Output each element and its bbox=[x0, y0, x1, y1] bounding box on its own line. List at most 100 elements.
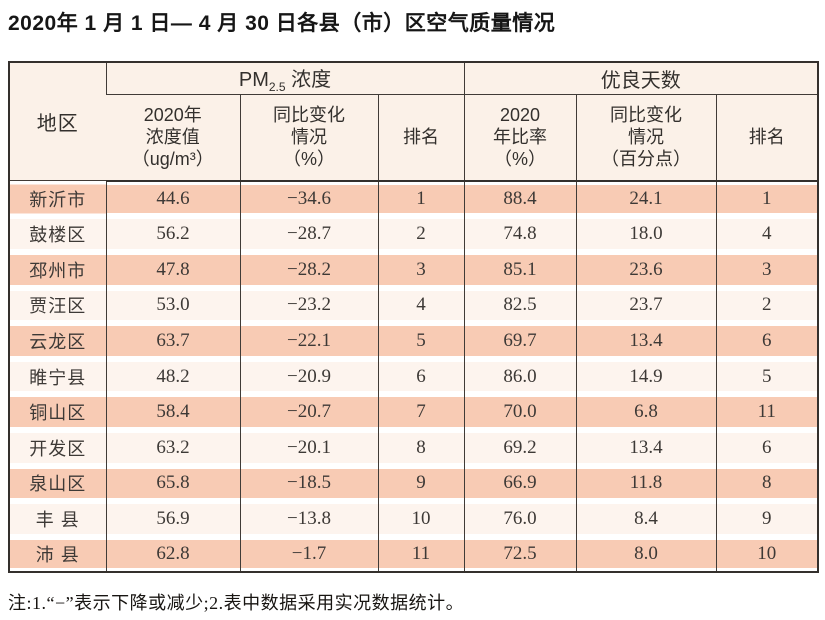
cell-pm-rank: 8 bbox=[377, 429, 465, 466]
cell-pm-change: −1.7 bbox=[239, 536, 378, 573]
cell-region: 新沂市 bbox=[9, 180, 106, 217]
page-title: 2020年 1 月 1 日— 4 月 30 日各县（市）区空气质量情况 bbox=[8, 12, 556, 35]
cell-good-change: 11.8 bbox=[575, 465, 717, 502]
cell-region: 丰 县 bbox=[9, 501, 106, 537]
cell-good-rate: 69.2 bbox=[463, 429, 577, 466]
cell-pm-value: 63.7 bbox=[105, 323, 240, 359]
table-row: 云龙区 63.7 −22.1 5 69.7 13.4 6 bbox=[9, 323, 819, 359]
cell-pm-value: 48.2 bbox=[105, 358, 240, 395]
cell-good-rate: 76.0 bbox=[463, 501, 577, 537]
cell-pm-change: −23.2 bbox=[239, 287, 378, 324]
cell-pm-rank: 2 bbox=[377, 216, 465, 252]
cell-good-rate: 86.0 bbox=[463, 358, 577, 395]
header-group-row: 地区 PM2.5 浓度 优良天数 bbox=[9, 62, 819, 182]
header-region: 地区 bbox=[9, 62, 106, 182]
cell-pm-rank: 11 bbox=[377, 536, 465, 573]
cell-pm-rank: 1 bbox=[377, 180, 465, 217]
cell-pm-value: 58.4 bbox=[105, 394, 240, 430]
cell-good-rate: 82.5 bbox=[463, 287, 577, 324]
cell-good-rate: 74.8 bbox=[463, 216, 577, 252]
cell-good-rank: 8 bbox=[715, 465, 819, 502]
cell-pm-rank: 10 bbox=[377, 501, 465, 537]
cell-pm-rank: 4 bbox=[377, 287, 465, 324]
cell-region: 沛 县 bbox=[9, 536, 106, 573]
cell-good-rank: 2 bbox=[715, 287, 819, 324]
cell-good-change: 24.1 bbox=[575, 180, 717, 217]
cell-pm-value: 44.6 bbox=[105, 180, 240, 217]
cell-good-change: 13.4 bbox=[575, 429, 717, 466]
cell-good-change: 18.0 bbox=[575, 216, 717, 252]
cell-pm-value: 47.8 bbox=[105, 251, 240, 288]
table-row: 睢宁县 48.2 −20.9 6 86.0 14.9 5 bbox=[9, 358, 819, 395]
cell-good-change: 8.4 bbox=[575, 501, 717, 537]
header-pm-rank: 排名 bbox=[377, 94, 465, 182]
cell-pm-rank: 9 bbox=[377, 465, 465, 502]
cell-region: 鼓楼区 bbox=[9, 216, 106, 252]
cell-good-rate: 72.5 bbox=[463, 536, 577, 573]
cell-pm-change: −34.6 bbox=[239, 180, 378, 217]
cell-good-change: 13.4 bbox=[575, 323, 717, 359]
cell-pm-value: 56.9 bbox=[105, 501, 240, 537]
cell-pm-change: −28.2 bbox=[239, 251, 378, 288]
table-row: 邳州市 47.8 −28.2 3 85.1 23.6 3 bbox=[9, 251, 819, 288]
cell-region: 开发区 bbox=[9, 429, 106, 466]
cell-pm-change: −28.7 bbox=[239, 216, 378, 252]
cell-pm-rank: 5 bbox=[377, 323, 465, 359]
cell-region: 云龙区 bbox=[9, 323, 106, 359]
cell-pm-change: −18.5 bbox=[239, 465, 378, 502]
cell-good-rank: 3 bbox=[715, 251, 819, 288]
table-body: 新沂市 44.6 −34.6 1 88.4 24.1 1 鼓楼区 56.2 −2… bbox=[9, 180, 819, 573]
cell-pm-change: −22.1 bbox=[239, 323, 378, 359]
table-header: 地区 PM2.5 浓度 优良天数 2020年 浓度值 （ug/m³） 同比变化 … bbox=[9, 62, 819, 182]
header-pm25-group: PM2.5 浓度 bbox=[105, 62, 465, 96]
cell-region: 睢宁县 bbox=[9, 358, 106, 395]
table-row: 开发区 63.2 −20.1 8 69.2 13.4 6 bbox=[9, 429, 819, 466]
cell-region: 泉山区 bbox=[9, 465, 106, 502]
cell-pm-value: 62.8 bbox=[105, 536, 240, 573]
pm25-label-suffix: 浓度 bbox=[285, 69, 332, 92]
cell-good-rate: 85.1 bbox=[463, 251, 577, 288]
cell-good-rank: 11 bbox=[715, 394, 819, 430]
header-good-rate: 2020 年比率 （%） bbox=[463, 94, 577, 182]
cell-good-change: 6.8 bbox=[575, 394, 717, 430]
header-good-rank: 排名 bbox=[715, 94, 819, 182]
cell-good-rank: 1 bbox=[715, 180, 819, 217]
table-row: 鼓楼区 56.2 −28.7 2 74.8 18.0 4 bbox=[9, 216, 819, 252]
cell-good-rate: 66.9 bbox=[463, 465, 577, 502]
cell-good-change: 14.9 bbox=[575, 358, 717, 395]
table-row: 贾汪区 53.0 −23.2 4 82.5 23.7 2 bbox=[9, 287, 819, 324]
cell-pm-value: 53.0 bbox=[105, 287, 240, 324]
cell-good-rank: 5 bbox=[715, 358, 819, 395]
cell-pm-rank: 7 bbox=[377, 394, 465, 430]
air-quality-table: 地区 PM2.5 浓度 优良天数 2020年 浓度值 （ug/m³） 同比变化 … bbox=[8, 61, 820, 574]
header-sub-row: 2020年 浓度值 （ug/m³） 同比变化 情况 （%） 排名 2020 年比… bbox=[9, 94, 819, 182]
pm25-subscript: 2.5 bbox=[268, 80, 286, 95]
cell-region: 铜山区 bbox=[9, 394, 106, 430]
cell-good-rate: 69.7 bbox=[463, 323, 577, 359]
cell-pm-change: −13.8 bbox=[239, 501, 378, 537]
cell-good-rank: 6 bbox=[715, 323, 819, 359]
cell-pm-change: −20.9 bbox=[239, 358, 378, 395]
cell-good-rank: 4 bbox=[715, 216, 819, 252]
table-row: 沛 县 62.8 −1.7 11 72.5 8.0 10 bbox=[9, 536, 819, 573]
table-row: 泉山区 65.8 −18.5 9 66.9 11.8 8 bbox=[9, 465, 819, 502]
table-row: 新沂市 44.6 −34.6 1 88.4 24.1 1 bbox=[9, 180, 819, 217]
cell-good-change: 8.0 bbox=[575, 536, 717, 573]
cell-region: 贾汪区 bbox=[9, 287, 106, 324]
header-good-days-group: 优良天数 bbox=[463, 62, 819, 96]
header-pm-change: 同比变化 情况 （%） bbox=[239, 94, 378, 182]
cell-good-rank: 9 bbox=[715, 501, 819, 537]
cell-good-rank: 6 bbox=[715, 429, 819, 466]
table-row: 丰 县 56.9 −13.8 10 76.0 8.4 9 bbox=[9, 501, 819, 537]
cell-pm-rank: 3 bbox=[377, 251, 465, 288]
cell-pm-value: 56.2 bbox=[105, 216, 240, 252]
cell-pm-change: −20.7 bbox=[239, 394, 378, 430]
cell-good-change: 23.6 bbox=[575, 251, 717, 288]
cell-pm-value: 63.2 bbox=[105, 429, 240, 466]
cell-pm-rank: 6 bbox=[377, 358, 465, 395]
cell-pm-change: −20.1 bbox=[239, 429, 378, 466]
cell-good-rate: 70.0 bbox=[463, 394, 577, 430]
header-pm-value: 2020年 浓度值 （ug/m³） bbox=[106, 94, 240, 182]
cell-region: 邳州市 bbox=[9, 251, 106, 288]
